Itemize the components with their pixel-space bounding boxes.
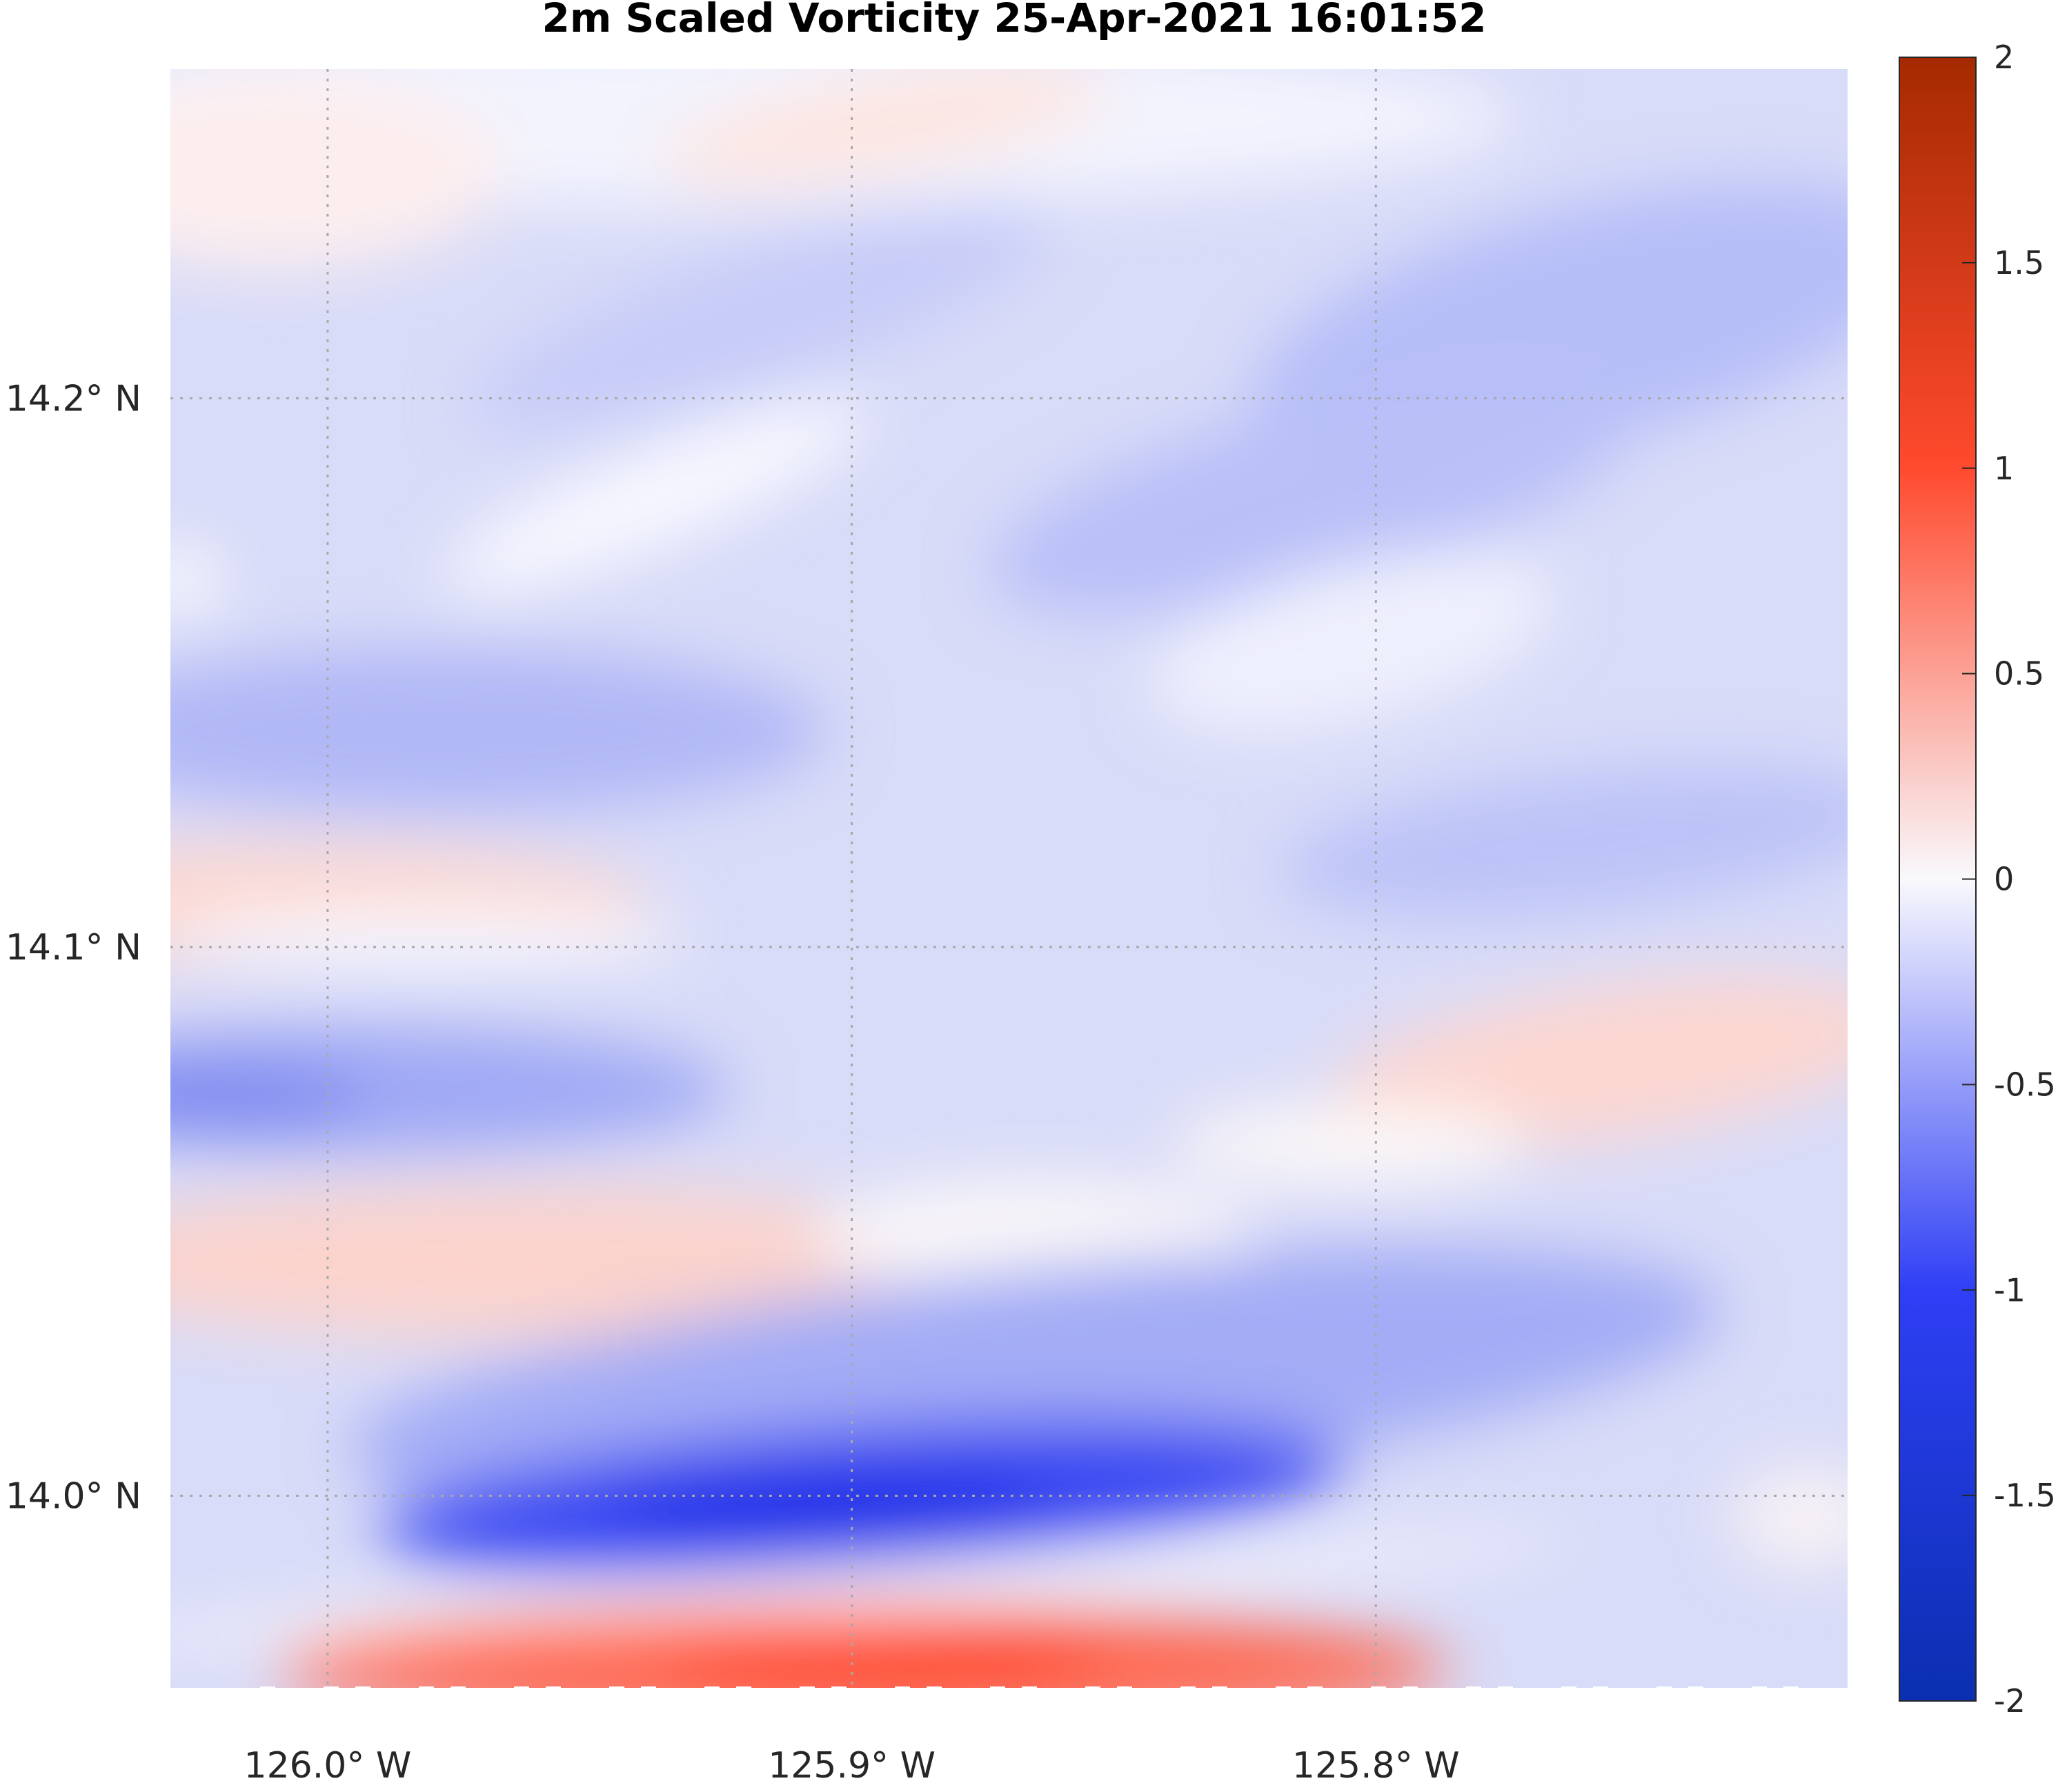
colorbar-tick-label: 1.5 — [1994, 244, 2044, 281]
x-tick-label: 125.9° W — [768, 1745, 936, 1786]
field-blue-right-band — [1278, 765, 1848, 918]
chart-title: 2m Scaled Vorticity 25-Apr-2021 16:01:52 — [542, 0, 1487, 41]
hatch-mark — [831, 1686, 847, 1699]
hatch-mark — [895, 1686, 910, 1699]
hatch-mark — [324, 1686, 339, 1699]
hatch-mark — [609, 1686, 624, 1699]
colorbar-ticks: 2 1.5 1 0.5 0 -0.5 -1 -1.5 -2 — [1962, 39, 2056, 1720]
field-white-lobe-right — [1173, 1104, 1532, 1186]
field-white-lobe-left — [170, 910, 690, 966]
y-tick-label: 14.1° N — [6, 927, 141, 968]
hatch-mark — [641, 1686, 656, 1699]
field-blue-core-left — [170, 1066, 366, 1128]
field-blue-upper-mid — [989, 378, 1633, 615]
y-axis-ticks: 14.2° N 14.1° N 14.0° N — [6, 378, 141, 1517]
hatch-mark — [704, 1686, 720, 1699]
hatch-mark — [355, 1686, 370, 1699]
colorbar-tick-label: 0.5 — [1994, 655, 2044, 693]
colorbar-tick-label: 0 — [1994, 861, 2014, 898]
field-white-line-lower — [170, 1538, 1585, 1649]
hatch-mark — [1276, 1686, 1291, 1699]
hatch-mark — [736, 1686, 751, 1699]
hatch-mark — [1307, 1686, 1323, 1699]
field-blue-core-lower — [607, 1473, 1049, 1535]
hatch-mark — [419, 1686, 434, 1699]
colorbar: 2 1.5 1 0.5 0 -0.5 -1 -1.5 -2 — [1899, 39, 2056, 1720]
hatch-mark — [927, 1686, 942, 1699]
hatch-mark — [1783, 1686, 1799, 1699]
hatch-mark — [990, 1686, 1005, 1699]
hatch-mark — [1117, 1686, 1132, 1699]
field-pale-right-bottom — [1732, 1469, 1848, 1566]
hatch-mark — [1498, 1686, 1513, 1699]
hatch-mark — [1212, 1686, 1227, 1699]
field-light-oval-right — [1150, 552, 1554, 731]
field-white-left-edge — [170, 552, 221, 607]
field-blue-left-band — [170, 648, 828, 814]
y-tick-label: 14.2° N — [6, 378, 141, 419]
hatch-mark — [1180, 1686, 1196, 1699]
field-blue-streak-upper — [469, 203, 1049, 432]
hatch-mark — [1593, 1686, 1608, 1699]
hatch-mark — [546, 1686, 561, 1699]
hatch-mark — [451, 1686, 466, 1699]
hatch-mark — [1085, 1686, 1100, 1699]
x-tick-label: 125.8° W — [1292, 1745, 1460, 1786]
x-axis-ticks: 126.0° W 125.9° W 125.8° W — [244, 1745, 1460, 1786]
y-tick-label: 14.0° N — [6, 1476, 141, 1517]
colorbar-tick-label: -0.5 — [1994, 1066, 2056, 1103]
colorbar-tick-label: 2 — [1994, 39, 2014, 76]
colorbar-tick-label: 1 — [1994, 450, 2014, 487]
vorticity-field — [170, 69, 1848, 1688]
x-tick-label: 126.0° W — [244, 1745, 412, 1786]
hatch-mark — [1752, 1686, 1767, 1699]
colorbar-tick-label: -1 — [1994, 1271, 2026, 1308]
field-white-streak-upper — [443, 400, 868, 593]
colorbar-tick-label: -1.5 — [1994, 1477, 2056, 1514]
plot-area — [170, 69, 1848, 1699]
field-red-core-bottom — [662, 1624, 1104, 1686]
field-blue-lobe-left — [170, 1028, 731, 1152]
hatch-mark — [800, 1686, 815, 1699]
field-pale-red-top — [658, 69, 1108, 186]
hatch-mark — [1688, 1686, 1703, 1699]
colorbar-tick-label: -2 — [1994, 1682, 2026, 1720]
hatch-mark — [1371, 1686, 1386, 1699]
hatch-mark — [1022, 1686, 1037, 1699]
hatch-mark — [1403, 1686, 1418, 1699]
hatch-mark — [1656, 1686, 1672, 1699]
hatch-mark — [1561, 1686, 1576, 1699]
hatch-mark — [1466, 1686, 1481, 1699]
hatch-mark — [260, 1686, 275, 1699]
field-red-lobe-right — [1327, 977, 1848, 1148]
field-pale-red-top-left — [170, 76, 504, 269]
bottom-edge-hatch — [260, 1686, 1799, 1699]
hatch-mark — [514, 1686, 529, 1699]
